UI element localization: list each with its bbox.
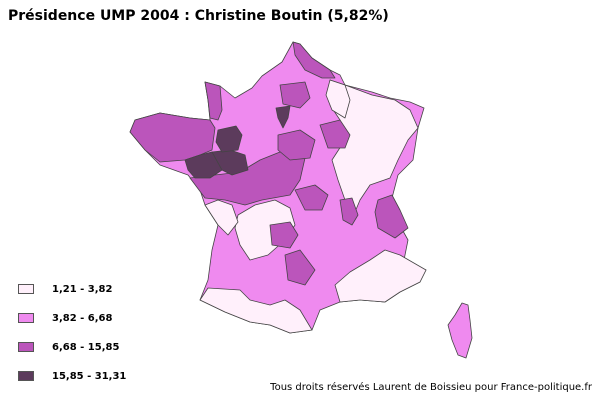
region-medium-aube xyxy=(319,119,351,149)
region-medium-allier xyxy=(294,184,329,211)
map-title: Présidence UMP 2004 : Christine Boutin (… xyxy=(8,8,389,24)
region-medium-brittany xyxy=(129,112,216,163)
region-medium-picardie xyxy=(279,81,311,109)
region-dark-yvelines xyxy=(275,105,291,129)
region-medium-ain xyxy=(339,197,359,226)
region-medium-savoie xyxy=(374,194,409,239)
region-medium-aveyron xyxy=(284,249,316,286)
region-light-charente xyxy=(204,199,239,236)
region-medium-correze xyxy=(269,221,299,249)
region-light-southwest xyxy=(199,287,313,334)
region-medium-west xyxy=(189,149,306,206)
region-dark-mayenne-sarthe xyxy=(215,125,243,153)
region-light-southeast xyxy=(334,249,427,303)
legend-item: 15,85 - 31,31 xyxy=(18,370,126,382)
region-medium-north xyxy=(292,41,336,79)
legend-label: 15,85 - 31,31 xyxy=(52,370,127,382)
legend-label: 3,82 - 6,68 xyxy=(52,312,113,324)
legend-label: 6,68 - 15,85 xyxy=(52,341,120,353)
legend-label: 1,21 - 3,82 xyxy=(52,283,113,295)
legend-swatch xyxy=(18,284,34,294)
region-medium-normandy-manche xyxy=(204,81,223,121)
legend-item: 3,82 - 6,68 xyxy=(18,312,112,324)
region-medium-loiret xyxy=(277,129,316,161)
legend-item: 1,21 - 3,82 xyxy=(18,283,112,295)
legend-swatch xyxy=(18,371,34,381)
legend-item: 6,68 - 15,85 xyxy=(18,341,119,353)
legend-swatch xyxy=(18,313,34,323)
copyright-credit: Tous droits réservés Laurent de Boissieu… xyxy=(270,382,592,393)
legend-swatch xyxy=(18,342,34,352)
corsica xyxy=(447,302,473,359)
region-light-northeast xyxy=(325,79,351,119)
